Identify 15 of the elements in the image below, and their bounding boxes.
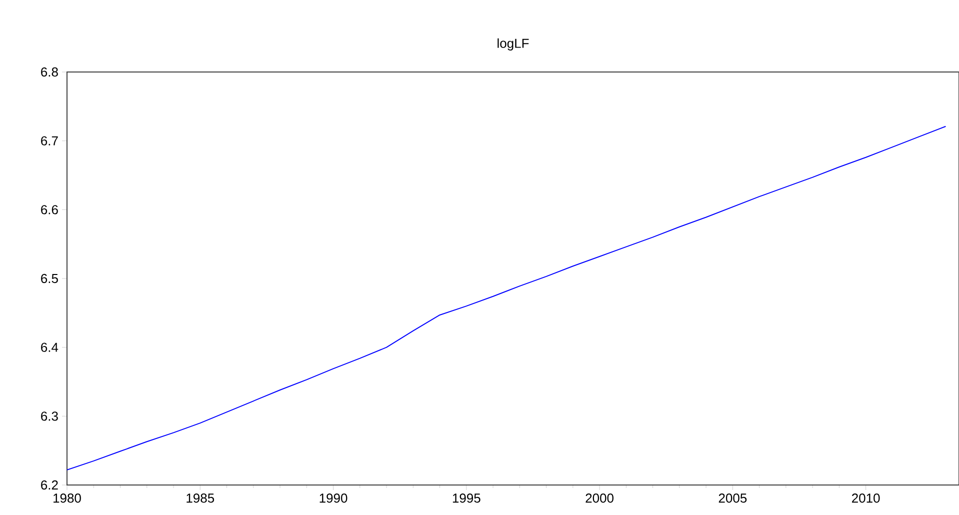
y-tick-label: 6.7 <box>41 136 58 146</box>
x-tick-label: 1985 <box>186 494 214 503</box>
chart-title: logLF <box>498 38 529 51</box>
y-tick-label: 6.8 <box>41 67 58 77</box>
x-tick-label: 1995 <box>452 494 480 503</box>
x-tick-label: 2005 <box>718 494 747 503</box>
x-tick-label: 1980 <box>54 494 81 503</box>
y-tick-label: 6.2 <box>41 480 58 490</box>
y-tick-label: 6.4 <box>41 342 58 352</box>
x-tick-label: 1990 <box>320 494 348 503</box>
x-tick-label: 2010 <box>852 494 880 503</box>
y-tick-label: 6.3 <box>41 412 58 421</box>
y-tick-label: 6.6 <box>41 205 58 214</box>
y-tick-label: 6.5 <box>41 274 58 284</box>
x-tick-label: 2000 <box>586 494 614 503</box>
